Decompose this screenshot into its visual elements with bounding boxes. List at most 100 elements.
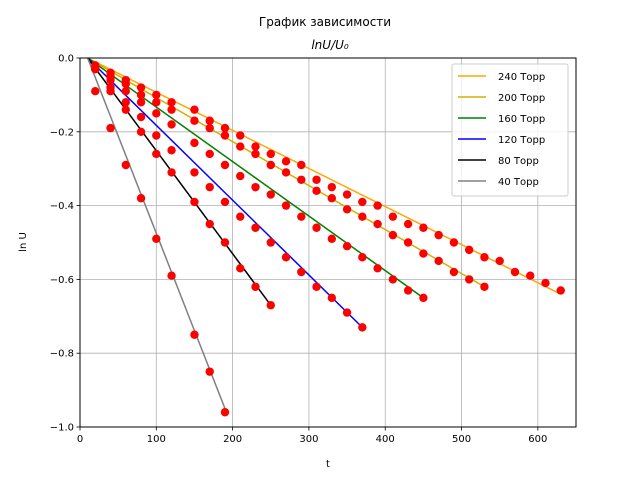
- data-point-0: [495, 256, 504, 266]
- data-point-0: [190, 105, 199, 114]
- y-tick-label: −1.0: [50, 423, 74, 434]
- data-point-0: [281, 157, 291, 166]
- data-point-0: [312, 175, 321, 184]
- legend-label-2: 160 Торр: [498, 114, 545, 125]
- data-point-2: [281, 201, 291, 210]
- data-point-1: [403, 238, 413, 247]
- data-point-2: [312, 223, 321, 232]
- x-tick-label: 100: [147, 434, 166, 445]
- data-point-0: [152, 90, 161, 100]
- x-axis-ticks: 0 100 200 300 400 500 600: [77, 427, 547, 445]
- data-point-1: [342, 205, 352, 214]
- data-point-2: [342, 241, 352, 251]
- data-point-3: [121, 98, 130, 107]
- chart-title: График зависимости: [259, 15, 391, 29]
- data-point-0: [541, 278, 550, 288]
- data-point-3: [297, 267, 306, 277]
- y-tick-label: 0.0: [58, 54, 74, 65]
- data-point-0: [342, 190, 352, 199]
- data-point-4: [205, 219, 214, 229]
- data-point-3: [281, 253, 291, 262]
- data-point-2: [266, 190, 275, 199]
- data-point-5: [152, 234, 161, 244]
- data-point-1: [388, 230, 398, 240]
- data-point-2: [136, 98, 146, 107]
- y-tick-label: −0.2: [50, 127, 74, 138]
- data-point-0: [251, 142, 260, 151]
- y-tick-label: −0.6: [50, 275, 74, 286]
- data-point-1: [152, 98, 161, 107]
- data-point-1: [373, 219, 382, 229]
- data-point-0: [266, 149, 275, 159]
- data-point-0: [327, 182, 337, 192]
- data-point-2: [236, 171, 245, 181]
- data-point-1: [205, 123, 214, 133]
- data-point-1: [251, 149, 260, 159]
- data-points: [91, 61, 565, 417]
- data-point-2: [403, 286, 413, 295]
- data-point-1: [236, 142, 245, 151]
- data-point-3: [342, 308, 352, 317]
- legend-label-0: 240 Торр: [498, 72, 545, 83]
- data-point-0: [419, 223, 428, 232]
- data-point-1: [358, 212, 367, 221]
- data-point-4: [167, 168, 176, 177]
- data-point-2: [220, 160, 230, 170]
- data-point-0: [358, 197, 367, 207]
- plot-frame: [79, 57, 577, 428]
- legend-label-5: 40 Торр: [498, 177, 539, 188]
- chart-subtitle: lnU/U₀: [311, 38, 349, 52]
- data-point-4: [266, 301, 275, 310]
- data-point-1: [167, 105, 176, 114]
- x-tick-label: 0: [77, 434, 83, 445]
- data-point-0: [556, 286, 565, 295]
- data-point-5: [167, 271, 176, 280]
- data-point-2: [358, 253, 367, 262]
- data-point-1: [136, 90, 146, 100]
- data-point-2: [297, 212, 306, 221]
- data-point-5: [205, 367, 214, 376]
- data-point-0: [167, 98, 176, 107]
- data-point-2: [121, 87, 130, 96]
- data-point-3: [266, 238, 275, 247]
- data-point-3: [190, 168, 199, 177]
- data-point-0: [136, 83, 146, 92]
- legend-label-1: 200 Торр: [498, 93, 545, 104]
- legend-label-3: 120 Торр: [498, 135, 545, 146]
- data-point-2: [419, 293, 428, 303]
- data-point-2: [373, 264, 382, 273]
- y-tick-label: −0.4: [50, 201, 74, 212]
- data-point-5: [136, 194, 146, 203]
- data-point-4: [220, 238, 230, 247]
- y-axis-label: ln U: [18, 232, 29, 252]
- data-point-5: [91, 87, 100, 96]
- data-point-2: [106, 75, 115, 85]
- data-point-1: [220, 131, 230, 140]
- y-axis-ticks: 0.0 −0.2 −0.4 −0.6 −0.8 −1.0: [50, 54, 80, 434]
- legend-label-4: 80 Торр: [498, 156, 539, 167]
- data-point-5: [190, 330, 199, 339]
- data-point-3: [167, 146, 176, 155]
- data-point-1: [190, 116, 199, 125]
- data-point-3: [236, 212, 245, 221]
- x-tick-label: 300: [299, 434, 318, 445]
- series-line-3: [87, 57, 363, 328]
- data-point-0: [403, 219, 413, 229]
- data-point-3: [358, 323, 367, 332]
- legend: 240 Торр 200 Торр 160 Торр 120 Торр 80 Торр 4…: [451, 63, 569, 197]
- series-line-4: [87, 57, 272, 306]
- x-tick-label: 600: [528, 434, 547, 445]
- data-point-4: [236, 264, 245, 273]
- data-point-3: [312, 282, 321, 291]
- data-point-4: [121, 105, 130, 114]
- x-tick-label: 500: [452, 434, 471, 445]
- data-point-5: [220, 408, 230, 417]
- data-point-0: [526, 271, 535, 280]
- data-point-5: [121, 160, 130, 170]
- data-point-2: [152, 109, 161, 118]
- data-point-4: [136, 127, 146, 136]
- data-point-1: [121, 79, 130, 89]
- data-point-4: [91, 64, 100, 74]
- data-point-4: [190, 197, 199, 207]
